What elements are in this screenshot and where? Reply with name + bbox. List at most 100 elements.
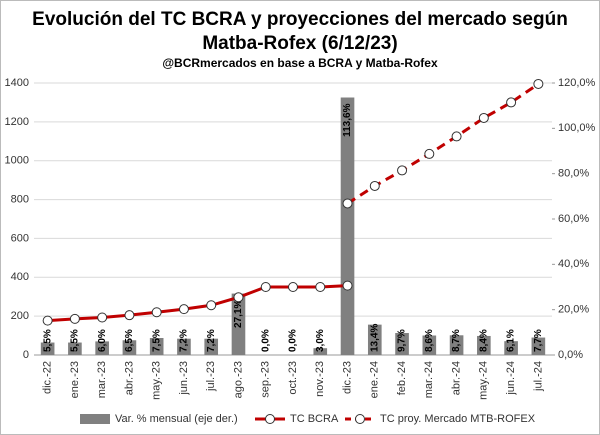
data-label: 7,7% <box>533 329 544 352</box>
marker <box>288 282 298 292</box>
y-tick-label: 0 <box>23 349 29 361</box>
x-tick-label: jun.-24 <box>505 361 517 396</box>
y2-tick-label: 20,0% <box>558 304 589 316</box>
marker <box>342 198 353 209</box>
data-label: 7,5% <box>151 329 162 352</box>
y2-tick-label: 0,0% <box>558 349 583 361</box>
y-tick-label: 1200 <box>5 116 29 128</box>
y-tick-label: 1400 <box>5 77 29 89</box>
y-tick-label: 400 <box>11 271 29 283</box>
x-tick-label: mar.-23 <box>96 361 108 398</box>
bar <box>504 341 518 355</box>
data-label: 6,0% <box>97 329 108 352</box>
data-label: 6,1% <box>506 329 517 352</box>
bar <box>149 338 164 355</box>
data-label: 5,5% <box>42 329 53 352</box>
data-label: 6,5% <box>124 329 135 352</box>
marker <box>369 180 380 191</box>
chart-title: Matba-Rofex (6/12/23) <box>202 33 397 54</box>
x-tick-label: may.-23 <box>151 361 163 400</box>
legend-label: TC BCRA <box>290 413 339 425</box>
bar <box>122 340 137 355</box>
marker <box>124 310 135 321</box>
x-tick-label: oct.-23 <box>287 361 299 395</box>
data-label: 7,2% <box>206 329 217 352</box>
data-label: 13,4% <box>369 324 380 352</box>
marker <box>478 112 489 123</box>
marker <box>506 97 517 108</box>
y-tick-label: 1000 <box>5 155 29 167</box>
marker <box>97 312 108 323</box>
y-tick-label: 800 <box>11 193 29 205</box>
x-tick-label: ene.-23 <box>69 361 81 398</box>
x-tick-label: may.-24 <box>478 361 490 400</box>
bar <box>422 335 437 355</box>
x-tick-label: dic.-22 <box>42 361 54 394</box>
y-tick-label: 600 <box>11 232 29 244</box>
data-label: 0,0% <box>260 329 271 352</box>
chart-subtitle: @BCRmercados en base a BCRA y Matba-Rofe… <box>162 56 438 70</box>
x-tick-label: ene.-24 <box>369 361 381 398</box>
bar <box>68 342 82 355</box>
y2-tick-label: 120,0% <box>558 77 596 89</box>
marker <box>451 131 462 142</box>
data-label: 8,7% <box>451 329 462 352</box>
marker <box>533 78 544 89</box>
marker <box>69 313 80 324</box>
legend-marker <box>355 414 365 424</box>
bar <box>367 324 382 355</box>
line <box>346 82 540 205</box>
bar <box>477 335 491 355</box>
bar <box>395 333 409 355</box>
x-tick-label: ago.-23 <box>232 361 244 398</box>
data-label: 0,0% <box>288 329 299 352</box>
x-tick-label: jul.-23 <box>205 361 217 392</box>
marker <box>151 307 162 318</box>
bar <box>177 338 191 355</box>
y-tick-label: 200 <box>11 310 29 322</box>
data-label: 113,6% <box>342 103 353 136</box>
x-tick-label: dic.-23 <box>341 361 353 394</box>
data-label: 8,4% <box>478 329 489 352</box>
x-tick-label: abr.-24 <box>450 361 462 395</box>
x-tick-label: jun.-23 <box>178 361 190 396</box>
marker <box>315 282 326 292</box>
legend-marker <box>265 414 275 424</box>
bar <box>231 293 246 355</box>
marker <box>342 280 353 291</box>
x-tick-label: abr.-23 <box>123 361 135 395</box>
y2-tick-label: 60,0% <box>558 213 589 225</box>
bar <box>449 335 464 355</box>
x-tick-label: sep.-23 <box>260 361 272 398</box>
marker <box>260 282 271 292</box>
y2-tick-label: 100,0% <box>558 122 596 134</box>
legend-swatch <box>80 414 110 424</box>
bar <box>40 342 55 355</box>
legend-label: TC proy. Mercado MTB-ROFEX <box>380 413 536 425</box>
marker <box>233 292 244 303</box>
y2-tick-label: 80,0% <box>558 168 589 180</box>
data-label: 3,0% <box>315 329 326 352</box>
data-label: 5,5% <box>70 329 81 352</box>
legend-label: Var. % mensual (eje der.) <box>115 413 238 425</box>
marker <box>424 148 435 159</box>
marker <box>178 304 189 315</box>
chart-title: Evolución del TC BCRA y proyecciones del… <box>32 9 568 30</box>
y2-tick-label: 40,0% <box>558 258 589 270</box>
x-tick-label: jul.-24 <box>532 361 544 392</box>
x-tick-label: nov.-23 <box>314 361 326 397</box>
marker <box>397 165 408 176</box>
x-tick-label: mar.-24 <box>423 361 435 398</box>
bar <box>531 337 546 355</box>
data-label: 8,6% <box>424 329 435 352</box>
bar <box>204 338 219 355</box>
bar <box>95 341 109 355</box>
bar <box>340 97 355 356</box>
marker <box>42 315 53 326</box>
data-label: 7,2% <box>179 329 190 352</box>
data-label: 27,1% <box>233 299 244 327</box>
marker <box>206 300 217 311</box>
data-label: 9,7% <box>397 329 408 352</box>
